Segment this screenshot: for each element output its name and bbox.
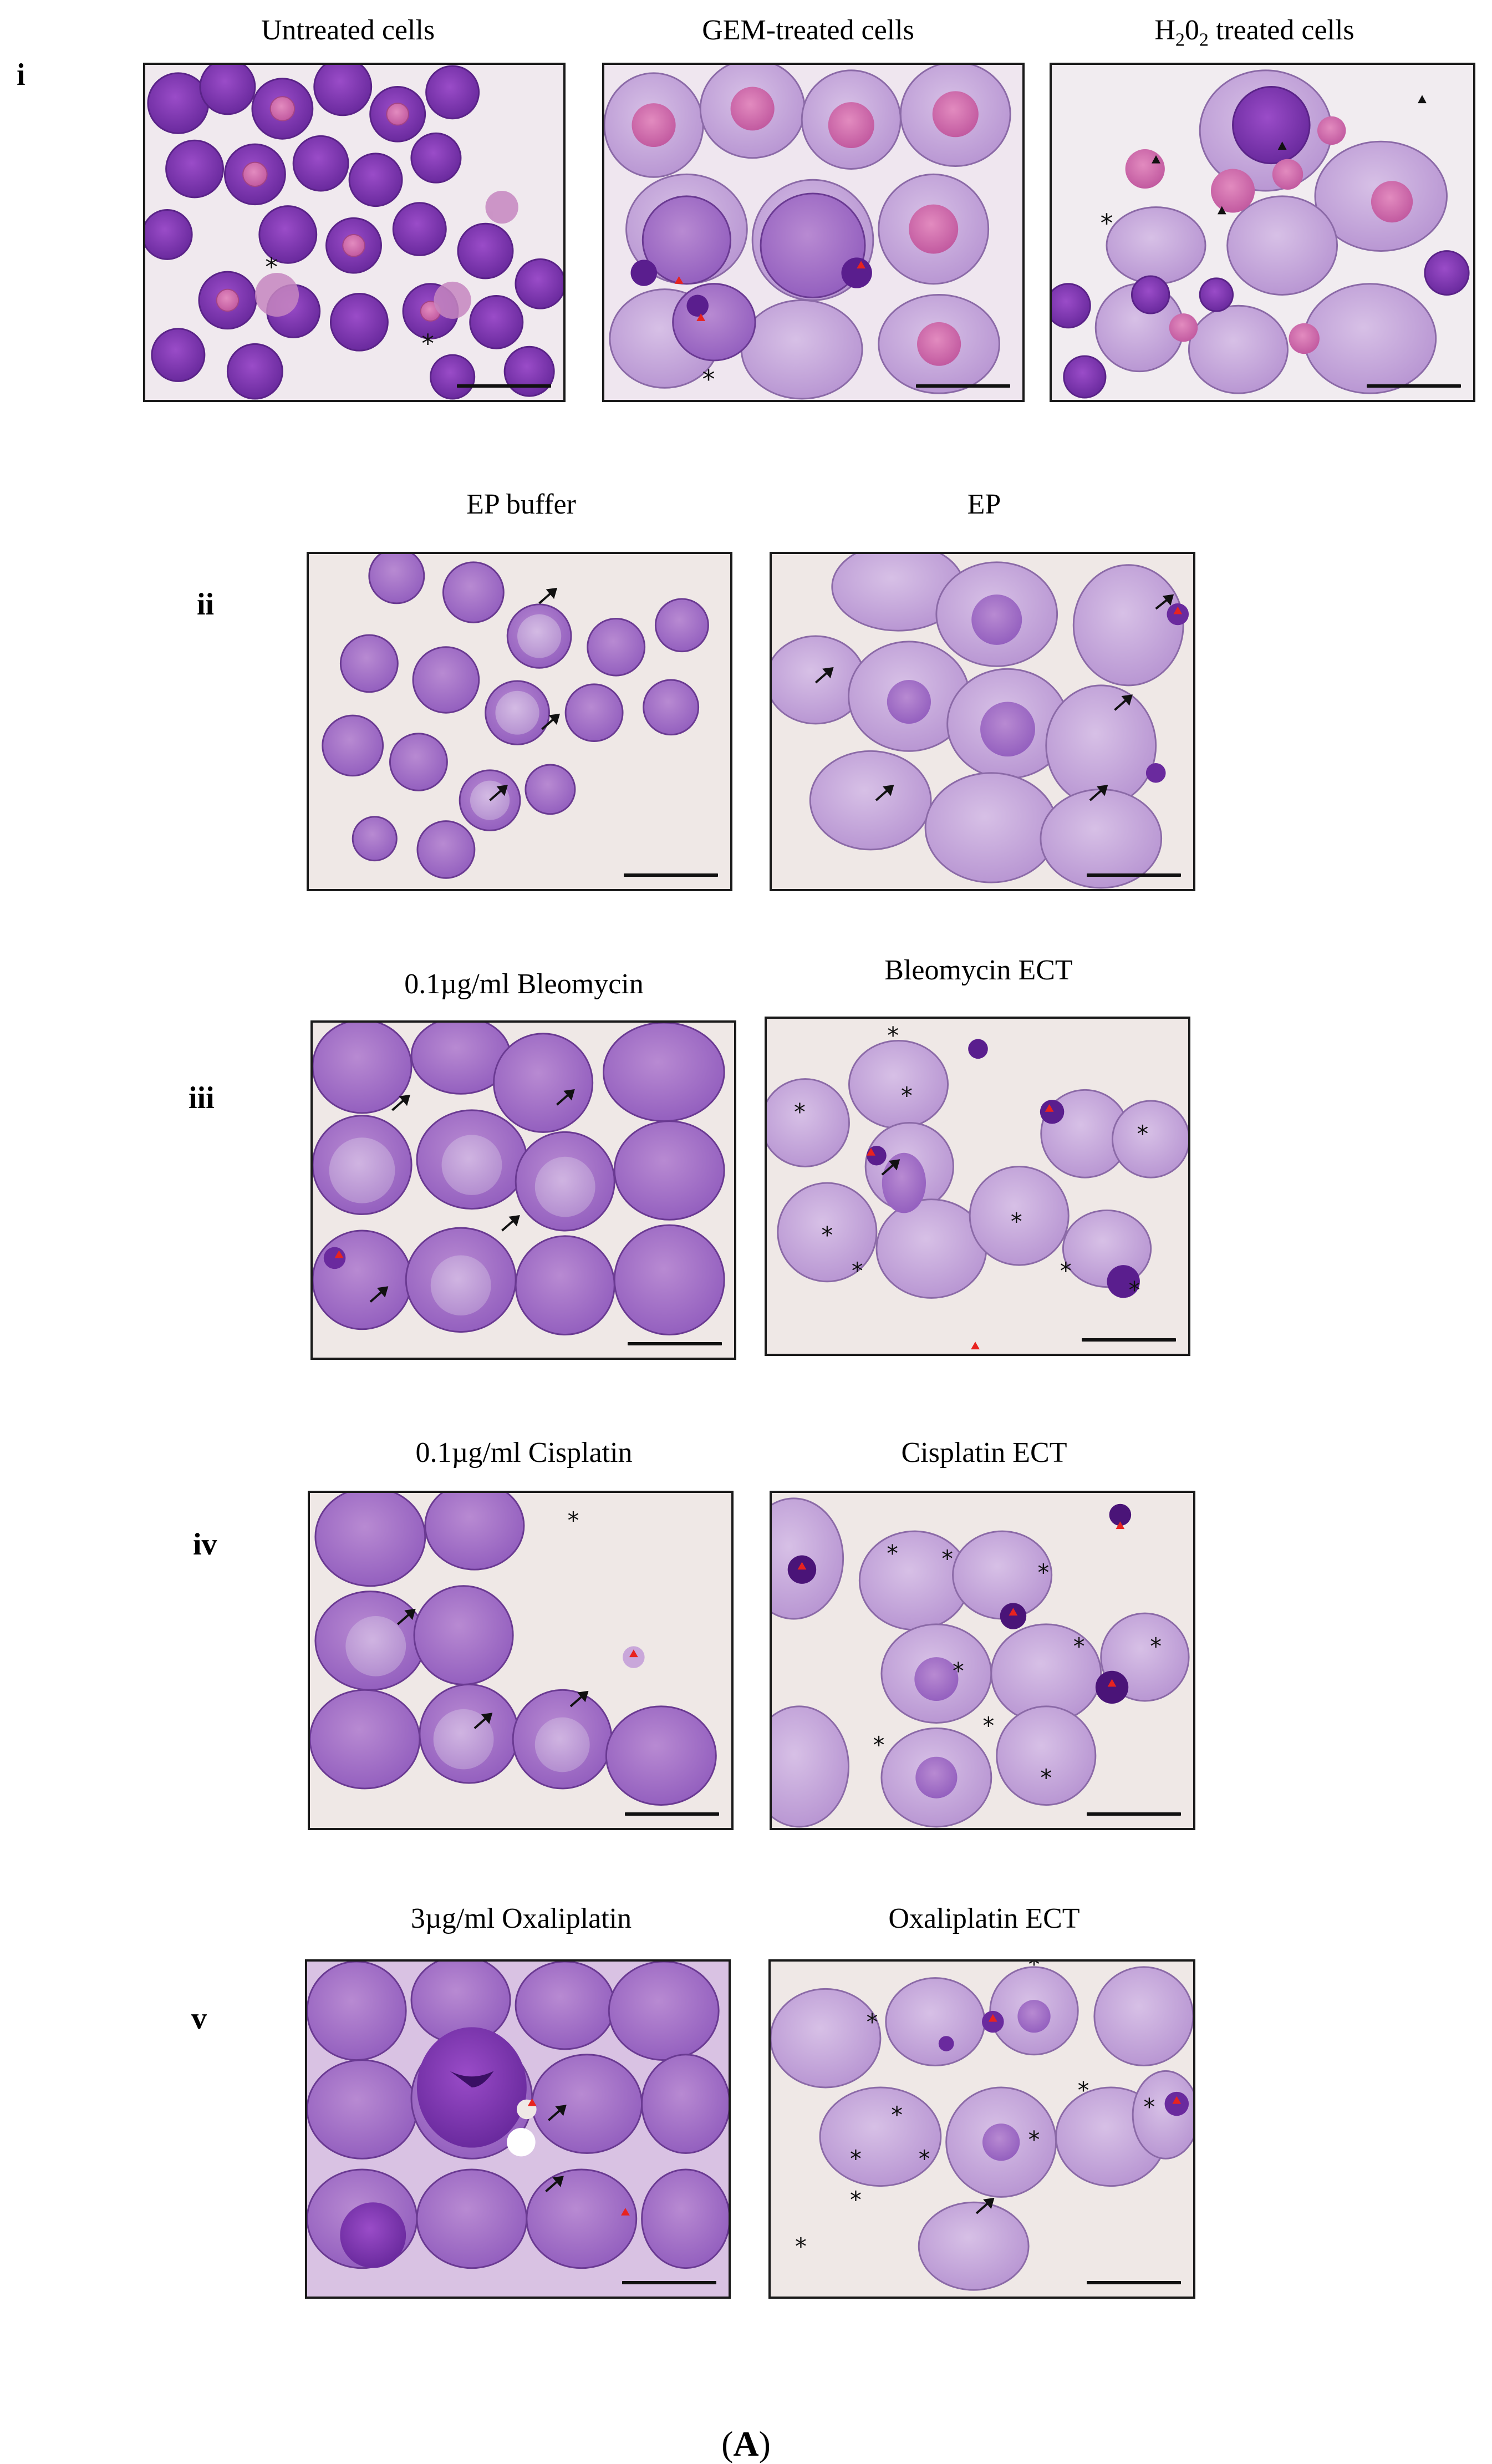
micrograph-cisplatin-ect: * * * * * * * * * — [770, 1491, 1195, 1830]
svg-text:*: * — [850, 2145, 862, 2172]
micrograph-oxaliplatin-ect: * * * * * * * * * * — [768, 1959, 1195, 2299]
svg-text:*: * — [919, 2145, 930, 2172]
svg-text:*: * — [1011, 1208, 1022, 1235]
svg-text:*: * — [702, 364, 715, 394]
svg-text:*: * — [1129, 1276, 1140, 1303]
panel-title-ep-buffer: EP buffer — [466, 489, 576, 520]
svg-text:*: * — [891, 2101, 903, 2128]
scale-bar — [1082, 1338, 1176, 1342]
scale-bar — [622, 2281, 716, 2284]
svg-text:*: * — [568, 1507, 579, 1534]
svg-text:*: * — [421, 329, 434, 358]
svg-text:*: * — [873, 1731, 885, 1759]
panel-title-ep: EP — [967, 489, 1001, 520]
row-label-iv: iv — [193, 1527, 217, 1562]
svg-text:*: * — [795, 2233, 807, 2260]
scale-bar — [625, 1812, 719, 1816]
svg-text:*: * — [1060, 1257, 1072, 1284]
svg-text:*: * — [852, 1257, 863, 1284]
row-label-ii: ii — [197, 587, 215, 622]
scale-bar — [916, 384, 1010, 388]
panel-title-bleomycin-ect: Bleomycin ECT — [884, 954, 1073, 986]
panel-title-cisplatin-ect: Cisplatin ECT — [901, 1437, 1067, 1469]
figure-label-letter: A — [733, 2424, 759, 2463]
svg-text:*: * — [1137, 1120, 1148, 1147]
svg-text:*: * — [1028, 1962, 1040, 1978]
svg-text:*: * — [1037, 1559, 1049, 1586]
micrograph-bleomycin-ect: * * * * * * * * * — [765, 1017, 1190, 1356]
scale-bar — [1087, 1812, 1181, 1816]
scale-bar — [624, 873, 718, 877]
scale-bar — [1087, 2281, 1181, 2284]
svg-text:*: * — [265, 252, 278, 282]
panel-title-h2o2: H202 treated cells — [1154, 14, 1354, 50]
micrograph-bleomycin — [310, 1020, 736, 1360]
panel-title-oxaliplatin: 3µg/ml Oxaliplatin — [410, 1903, 632, 1934]
svg-text:*: * — [1028, 2126, 1040, 2153]
micrograph-ep — [770, 552, 1195, 891]
svg-text:*: * — [1078, 2077, 1089, 2104]
panel-title-oxaliplatin-ect: Oxaliplatin ECT — [888, 1903, 1080, 1934]
svg-text:*: * — [1150, 1633, 1162, 1660]
micrograph-gem-treated: * — [602, 63, 1025, 402]
svg-text:*: * — [887, 1540, 898, 1567]
svg-text:*: * — [1101, 209, 1113, 238]
scale-bar — [628, 1342, 722, 1345]
figure-label-close: ) — [758, 2424, 771, 2463]
svg-text:*: * — [941, 1545, 953, 1572]
micrograph-ep-buffer — [307, 552, 732, 891]
svg-text:*: * — [867, 2008, 878, 2035]
svg-text:*: * — [821, 1222, 833, 1249]
panel-title-gem: GEM-treated cells — [702, 14, 914, 46]
micrograph-untreated: * * — [143, 63, 566, 402]
scale-bar — [1367, 384, 1461, 388]
svg-text:*: * — [1143, 2093, 1155, 2120]
row-label-v: v — [191, 2001, 207, 2036]
row-label-iii: iii — [189, 1081, 215, 1115]
svg-text:*: * — [850, 2186, 862, 2213]
micrograph-cisplatin: * — [308, 1491, 734, 1830]
svg-text:*: * — [794, 1099, 806, 1126]
row-label-i: i — [17, 58, 26, 92]
panel-title-bleomycin: 0.1µg/ml Bleomycin — [404, 968, 644, 1000]
svg-text:*: * — [1040, 1764, 1052, 1791]
scale-bar — [457, 384, 551, 388]
micrograph-oxaliplatin — [305, 1959, 731, 2299]
svg-text:*: * — [901, 1082, 913, 1109]
svg-text:*: * — [1073, 1633, 1085, 1660]
panel-title-cisplatin: 0.1µg/ml Cisplatin — [415, 1437, 633, 1469]
svg-text:*: * — [887, 1022, 899, 1049]
micrograph-h2o2-treated: * — [1050, 63, 1475, 402]
scale-bar — [1087, 873, 1181, 877]
figure-label-open: ( — [721, 2424, 734, 2463]
figure-label: (A) — [0, 2425, 1492, 2463]
panel-title-untreated: Untreated cells — [261, 14, 435, 46]
svg-text:*: * — [982, 1712, 994, 1739]
svg-text:*: * — [953, 1658, 964, 1685]
